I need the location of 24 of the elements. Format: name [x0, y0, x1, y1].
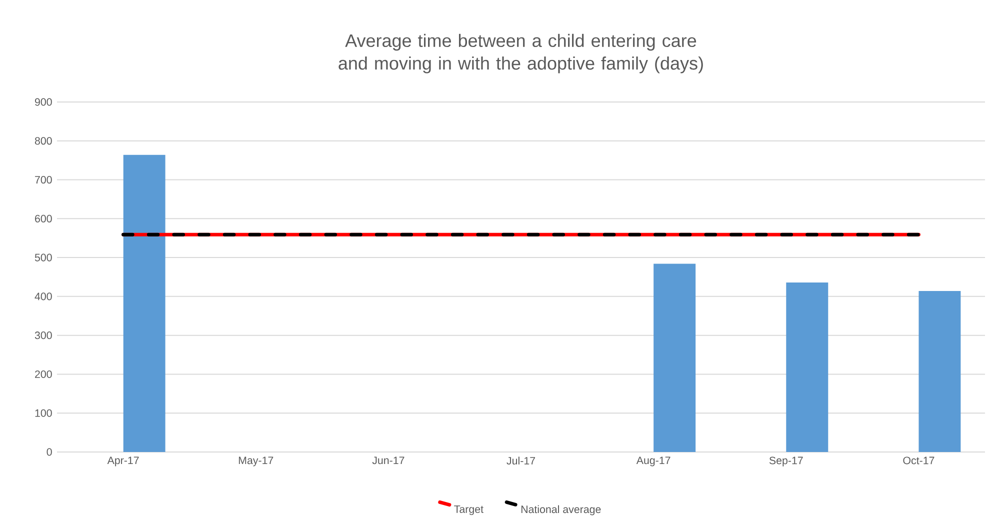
y-tick-label: 600 [35, 214, 52, 222]
x-tick-label: Jul-17 [506, 456, 535, 465]
x-tick-label: Apr-17 [107, 456, 139, 466]
legend-label: National average [521, 505, 601, 516]
bar [786, 282, 828, 452]
bar [123, 154, 166, 452]
legend-label: Target [454, 505, 484, 516]
x-tick-label: Jun-17 [372, 456, 404, 464]
y-tick-label: 900 [35, 98, 52, 106]
y-tick-label: 700 [35, 176, 52, 184]
chart-title: Average time between a child entering care and moving in with the adoptive family (days) [338, 34, 703, 74]
bar [654, 264, 696, 452]
x-tick-label: May-17 [238, 456, 274, 466]
x-tick-label: Sep-17 [769, 456, 803, 466]
x-tick-label: Oct-17 [903, 456, 934, 464]
y-tick-label: 200 [35, 370, 52, 378]
y-tick-label: 0 [46, 448, 52, 456]
y-tick-label: 500 [34, 254, 52, 262]
x-tick-label: Aug-17 [636, 456, 670, 466]
y-tick-label: 100 [35, 409, 52, 417]
y-tick-label: 300 [34, 332, 52, 340]
y-tick-label: 800 [34, 137, 52, 145]
bar [918, 290, 961, 452]
y-tick-label: 400 [34, 292, 52, 300]
